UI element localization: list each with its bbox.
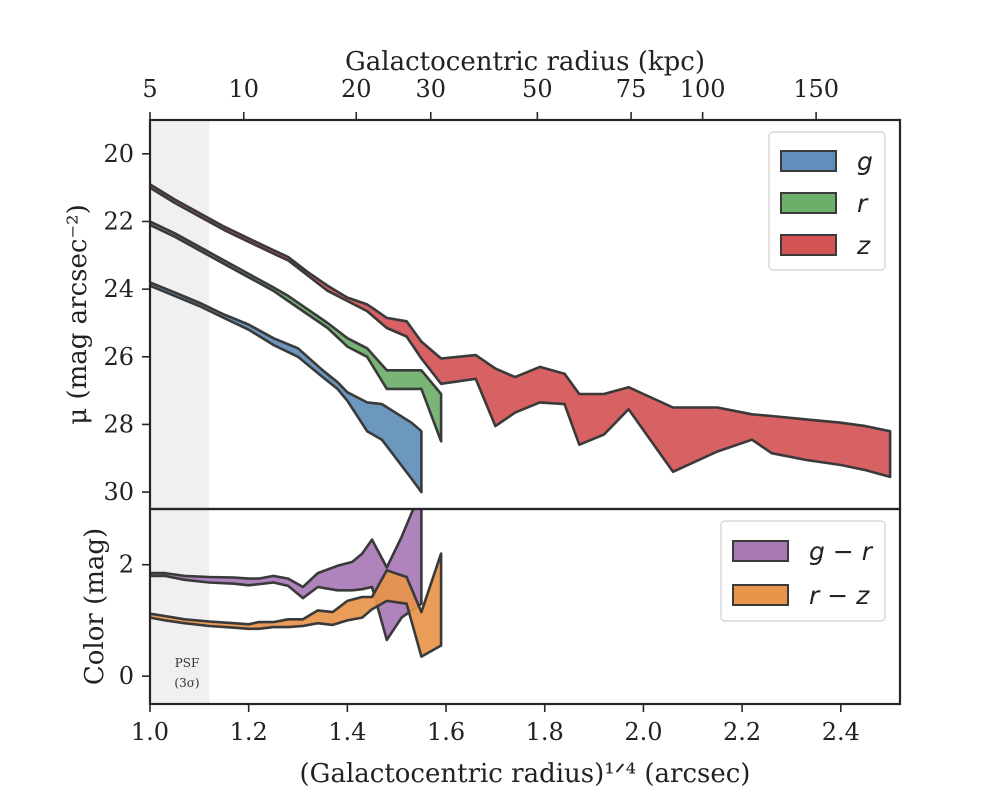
psf-shaded-region-top — [150, 120, 210, 509]
x-tick-label-top: 75 — [616, 75, 647, 103]
legend-label-g-r: g − r — [809, 537, 874, 566]
series-band-r — [150, 220, 443, 443]
legend-swatch-g-r — [732, 540, 789, 562]
x-tick-label-top: 5 — [142, 75, 157, 103]
legend-swatch-z — [780, 234, 837, 256]
legend-swatch-r-z — [732, 584, 789, 606]
top-panel-bands — [150, 183, 892, 494]
x-tick-label-top: 50 — [522, 75, 553, 103]
legend-label-r-z: r − z — [809, 581, 870, 610]
x-tick-label-bottom: 2.4 — [822, 718, 860, 746]
y-tick-label-top: 20 — [103, 140, 134, 168]
top-axis-title: Galactocentric radius (kpc) — [345, 47, 705, 77]
top-legend: grz — [768, 131, 886, 271]
y-tick-label-top: 28 — [103, 410, 134, 438]
x-tick-label-bottom: 1.8 — [526, 718, 564, 746]
y-tick-label-bottom: 0 — [119, 662, 134, 690]
x-tick-label-bottom: 1.6 — [427, 718, 465, 746]
y-tick-label-top: 30 — [103, 478, 134, 506]
x-tick-label-top: 100 — [680, 75, 726, 103]
psf-annotation-label: PSF — [175, 656, 200, 670]
x-tick-label-bottom: 1.0 — [131, 718, 169, 746]
legend-swatch-g — [780, 150, 837, 172]
series-band-r-z — [150, 552, 443, 658]
bottom-x-axis-title: (Galactocentric radius)¹ᐟ⁴ (arcsec) — [300, 759, 751, 789]
bottom-y-axis-title: Color (mag) — [80, 528, 110, 685]
x-tick-label-bottom: 2.0 — [624, 718, 662, 746]
x-tick-label-bottom: 2.2 — [723, 718, 761, 746]
bottom-panel-frame — [148, 507, 902, 706]
y-tick-label-top: 22 — [103, 207, 134, 235]
bottom-legend: g − r r − z — [720, 520, 886, 622]
top-y-axis-title: μ (mag arcsec⁻²) — [63, 204, 93, 424]
psf-annotation-sigma: (3σ) — [174, 676, 199, 690]
series-band-g-r — [150, 509, 423, 642]
legend-label-r: r — [857, 189, 869, 218]
series-band-z — [150, 183, 892, 479]
bottom-panel-bands — [150, 509, 443, 658]
legend-label-z: z — [856, 231, 871, 260]
x-tick-label-bottom: 1.2 — [230, 718, 268, 746]
x-tick-label-top: 10 — [228, 75, 259, 103]
x-tick-label-top: 20 — [341, 75, 372, 103]
psf-shaded-region-bottom — [150, 509, 210, 704]
x-tick-label-top: 150 — [793, 75, 839, 103]
x-tick-label-bottom: 1.4 — [328, 718, 366, 746]
y-tick-label-bottom: 2 — [119, 551, 134, 579]
axis-ticks: 20 22 24 26 28 30 0 2 1.0 1.2 1.4 1.6 1.8 2.0 2.2 2.4 5 1… — [103, 75, 859, 746]
legend-swatch-r — [780, 192, 837, 214]
y-tick-label-top: 24 — [103, 275, 134, 303]
series-band-g — [150, 281, 423, 494]
legend-label-g: g — [857, 147, 873, 176]
y-tick-label-top: 26 — [103, 343, 134, 371]
x-tick-label-top: 30 — [415, 75, 446, 103]
